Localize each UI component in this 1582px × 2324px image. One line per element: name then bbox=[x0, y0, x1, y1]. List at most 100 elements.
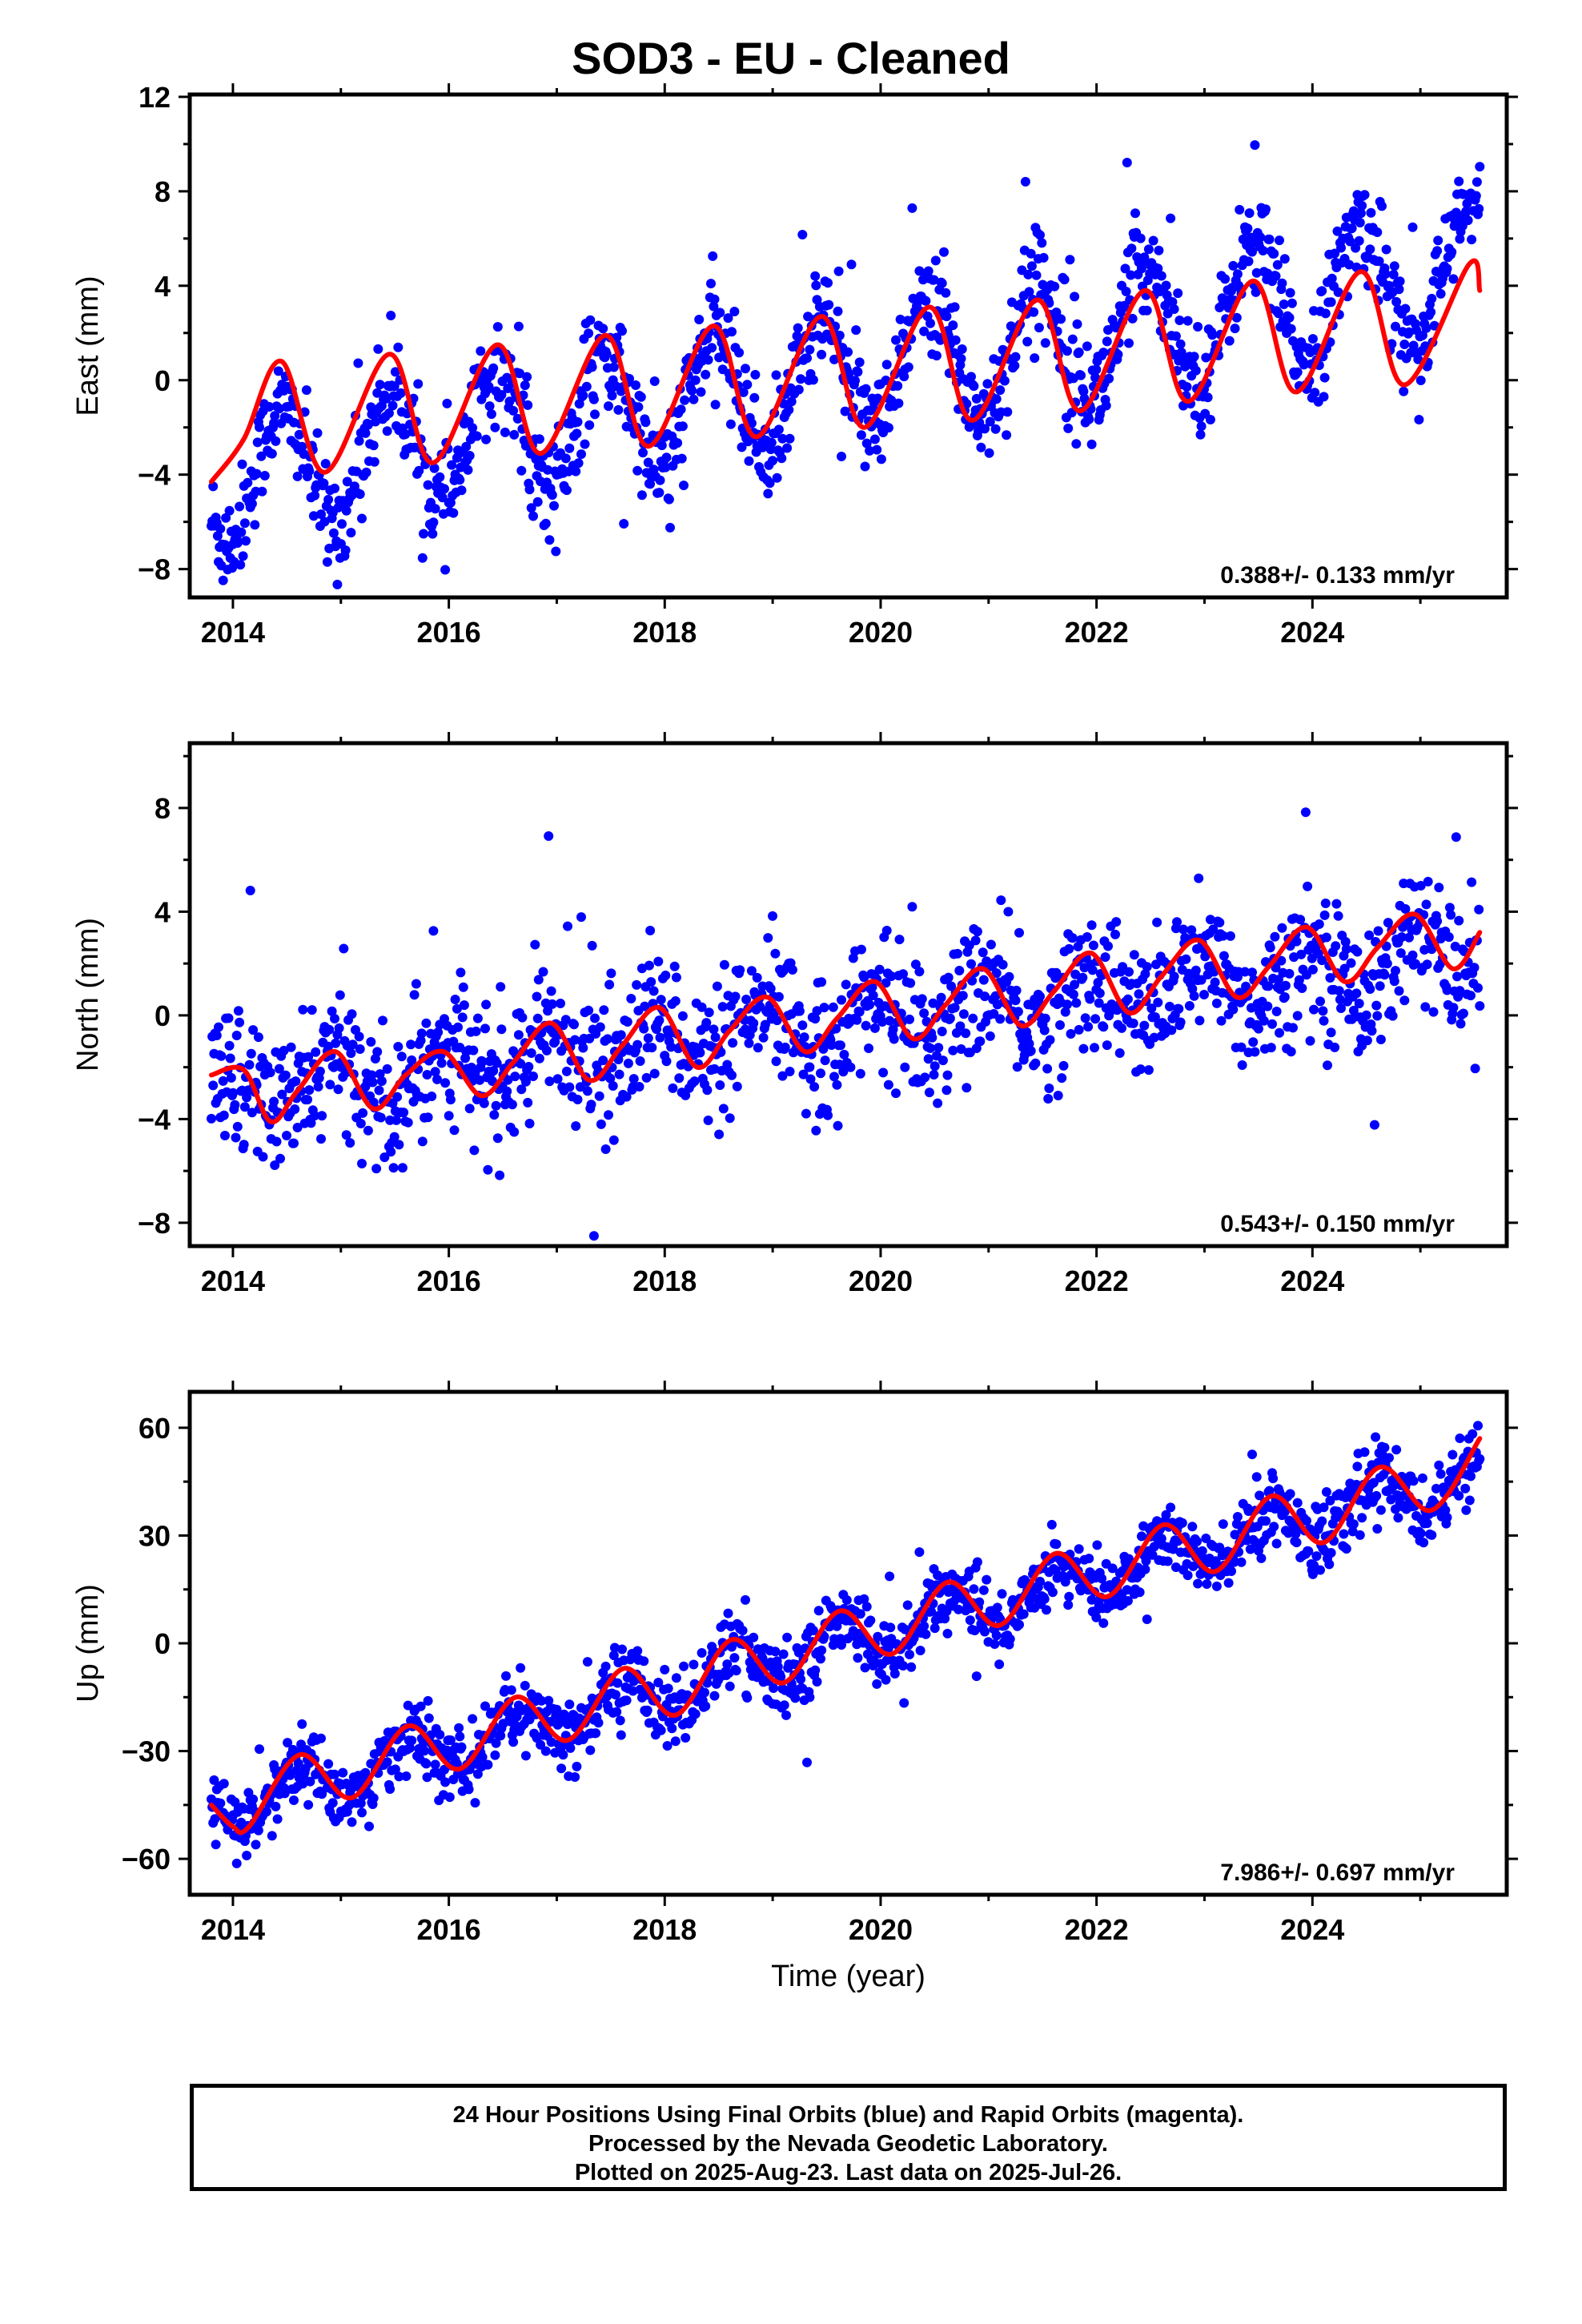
data-point bbox=[1331, 941, 1341, 951]
data-point bbox=[536, 1695, 547, 1706]
data-point bbox=[596, 1119, 606, 1129]
data-point bbox=[1050, 281, 1060, 292]
x-tick-label: 2022 bbox=[1065, 1913, 1129, 1946]
data-point bbox=[797, 230, 808, 239]
data-point bbox=[824, 300, 834, 310]
data-point bbox=[292, 1123, 303, 1132]
data-point bbox=[793, 384, 804, 395]
data-point bbox=[271, 436, 281, 446]
data-point bbox=[528, 511, 538, 521]
data-point bbox=[665, 522, 675, 533]
data-point bbox=[671, 1673, 681, 1683]
data-point bbox=[899, 372, 909, 382]
data-point bbox=[980, 424, 990, 434]
data-point bbox=[817, 1645, 827, 1655]
data-point bbox=[742, 380, 753, 390]
data-point bbox=[479, 1098, 489, 1108]
data-point bbox=[886, 971, 897, 981]
data-point bbox=[1275, 1027, 1284, 1038]
data-point bbox=[483, 1164, 493, 1175]
data-point bbox=[544, 1695, 554, 1706]
data-point bbox=[810, 271, 821, 281]
data-point bbox=[895, 314, 905, 324]
data-point bbox=[1270, 931, 1280, 942]
data-point bbox=[1122, 158, 1132, 167]
data-point bbox=[1380, 269, 1391, 279]
data-point bbox=[551, 546, 561, 557]
y-tick-label: 4 bbox=[155, 270, 171, 303]
data-point bbox=[709, 1691, 720, 1701]
data-point bbox=[540, 1746, 551, 1756]
data-point bbox=[1220, 274, 1231, 284]
data-point bbox=[1074, 1024, 1084, 1035]
data-point bbox=[508, 1737, 519, 1747]
data-point bbox=[841, 979, 851, 990]
data-point bbox=[1474, 203, 1484, 214]
data-point bbox=[1084, 1554, 1094, 1564]
y-tick-label: 0 bbox=[155, 1627, 171, 1660]
data-point bbox=[564, 1082, 575, 1092]
y-tick-label: 4 bbox=[155, 895, 171, 928]
data-point bbox=[255, 1744, 264, 1755]
data-point bbox=[1326, 1548, 1336, 1558]
data-point bbox=[1427, 293, 1437, 304]
data-point bbox=[763, 933, 773, 943]
data-point bbox=[861, 1020, 871, 1031]
data-point bbox=[1400, 904, 1411, 914]
data-point bbox=[291, 1076, 301, 1087]
data-point bbox=[1062, 346, 1072, 356]
data-point bbox=[937, 278, 947, 288]
data-point bbox=[924, 1088, 934, 1098]
data-point bbox=[413, 379, 424, 389]
data-point bbox=[1191, 965, 1201, 975]
data-point bbox=[873, 393, 883, 404]
data-point bbox=[211, 1839, 221, 1850]
data-point bbox=[245, 886, 255, 895]
data-point bbox=[1300, 807, 1311, 818]
data-point bbox=[760, 1019, 770, 1030]
data-point bbox=[381, 393, 391, 404]
data-point bbox=[1415, 881, 1426, 891]
data-point bbox=[436, 1058, 447, 1068]
data-point bbox=[939, 247, 949, 257]
data-point bbox=[1035, 1576, 1045, 1586]
data-point bbox=[967, 975, 978, 986]
data-point bbox=[1371, 1432, 1381, 1442]
data-point bbox=[552, 1074, 563, 1084]
data-point bbox=[996, 895, 1006, 906]
data-point bbox=[1090, 372, 1101, 383]
data-point bbox=[472, 1769, 483, 1779]
data-point bbox=[355, 489, 365, 499]
data-point bbox=[891, 1088, 901, 1099]
data-point bbox=[942, 312, 952, 322]
data-point bbox=[1324, 1559, 1335, 1570]
data-point bbox=[636, 963, 647, 974]
data-point bbox=[958, 1009, 969, 1019]
data-point bbox=[1461, 1505, 1472, 1515]
data-point bbox=[777, 1071, 788, 1081]
data-point bbox=[271, 1136, 282, 1147]
data-point bbox=[584, 328, 594, 339]
data-point bbox=[219, 1110, 229, 1120]
data-point bbox=[819, 1631, 829, 1642]
data-point bbox=[389, 1132, 400, 1142]
data-point bbox=[701, 1018, 712, 1028]
data-point bbox=[914, 967, 925, 977]
data-point bbox=[649, 1068, 660, 1079]
data-point bbox=[1004, 971, 1014, 982]
data-point bbox=[604, 979, 615, 990]
data-point bbox=[1472, 177, 1482, 187]
data-point bbox=[1193, 1578, 1203, 1589]
data-point bbox=[1375, 981, 1385, 991]
data-point bbox=[681, 1090, 691, 1100]
data-point bbox=[1475, 1454, 1485, 1464]
data-point bbox=[608, 1651, 619, 1661]
data-point bbox=[738, 387, 749, 397]
data-point bbox=[694, 315, 705, 324]
data-point bbox=[744, 1038, 754, 1048]
data-point bbox=[1382, 959, 1392, 969]
data-point bbox=[1377, 201, 1387, 211]
data-point bbox=[772, 472, 782, 483]
data-point bbox=[1122, 1585, 1132, 1595]
data-point bbox=[480, 1023, 490, 1034]
